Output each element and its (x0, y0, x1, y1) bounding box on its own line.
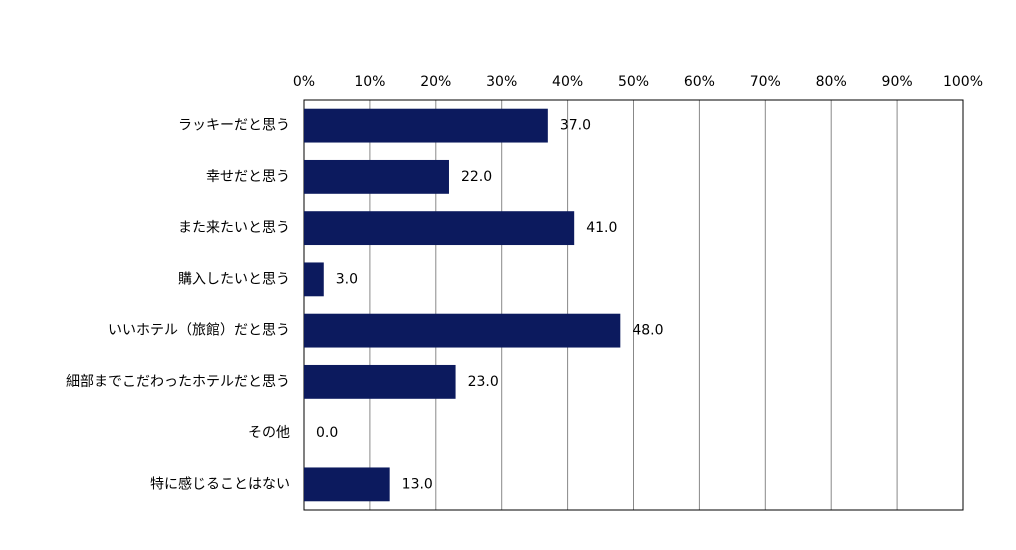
bar (304, 108, 548, 143)
x-tick-label: 10% (354, 74, 385, 90)
value-label: 48.0 (632, 323, 663, 339)
value-label: 23.0 (468, 374, 499, 390)
y-tick-label: いいホテル（旅館）だと思う (108, 322, 290, 339)
y-tick-label: その他 (248, 425, 290, 441)
x-tick-label: 70% (750, 74, 781, 90)
x-tick-label: 80% (816, 74, 847, 90)
y-tick-label: また来たいと思う (178, 220, 290, 236)
value-label: 37.0 (560, 118, 591, 134)
x-tick-label: 30% (486, 74, 517, 90)
x-tick-label: 100% (943, 74, 983, 90)
value-label: 3.0 (336, 271, 358, 287)
bar (304, 467, 390, 502)
bar (304, 159, 449, 194)
value-label: 0.0 (316, 425, 338, 441)
value-label: 13.0 (402, 476, 433, 492)
y-tick-label: 特に感じることはない (150, 475, 290, 492)
y-tick-label: 幸せだと思う (206, 169, 290, 185)
value-label: 41.0 (586, 220, 617, 236)
plot-frame (303, 99, 964, 511)
bar (304, 262, 324, 297)
x-tick-label: 40% (552, 74, 583, 90)
bar (304, 313, 621, 348)
value-label: 22.0 (461, 169, 492, 185)
x-tick-label: 90% (882, 74, 913, 90)
bar (304, 364, 456, 399)
x-tick-label: 60% (684, 74, 715, 90)
x-tick-label: 50% (618, 74, 649, 90)
y-tick-label: 細部までこだわったホテルだと思う (66, 374, 290, 390)
y-tick-label: 購入したいと思う (178, 271, 290, 287)
y-tick-label: ラッキーだと思う (178, 118, 290, 134)
bar (304, 211, 575, 246)
x-tick-label: 20% (420, 74, 451, 90)
x-tick-label: 0% (293, 74, 315, 90)
